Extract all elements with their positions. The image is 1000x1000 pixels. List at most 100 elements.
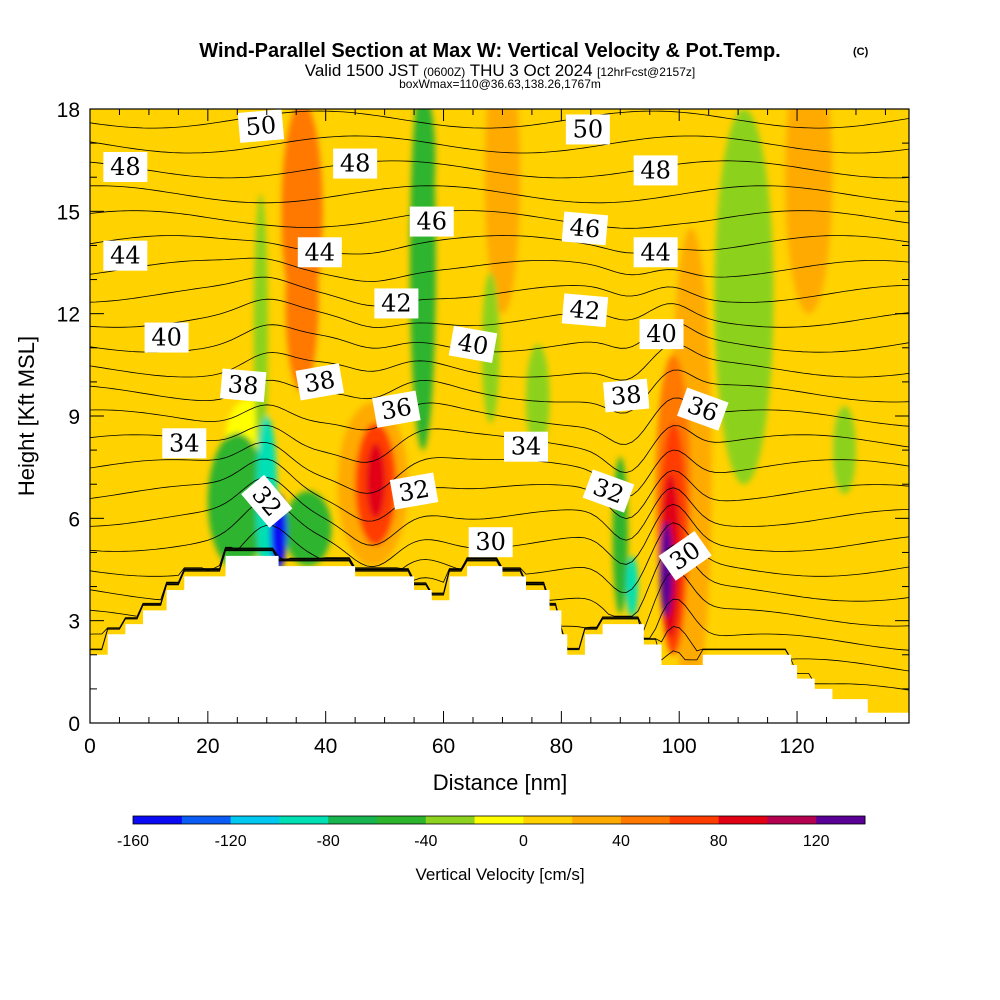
contour-label-text: 36 <box>379 393 414 426</box>
contour-label: 44 <box>103 240 148 271</box>
terrain-mask <box>90 555 909 723</box>
colorbar-swatch <box>523 816 573 824</box>
chart-title: Wind-Parallel Section at Max W: Vertical… <box>199 40 780 62</box>
colorbar-swatch <box>133 816 183 824</box>
y-tick-label: 0 <box>68 713 80 736</box>
updraft-cell <box>281 109 323 321</box>
isentrope-line <box>90 424 909 474</box>
contour-label: 32 <box>389 472 439 510</box>
contour-label-box <box>448 325 498 363</box>
downdraft-cell <box>416 109 436 222</box>
contour-label-text: 34 <box>169 429 200 457</box>
isentrope-line <box>90 321 909 353</box>
contour-label-box <box>504 431 549 462</box>
isentrope-line <box>90 458 909 522</box>
contour-label-text: 44 <box>110 242 141 270</box>
isentrope-line <box>90 276 909 307</box>
contour-label-text: 40 <box>646 320 677 348</box>
colorbar-swatch <box>328 816 378 824</box>
contour-label-box <box>162 428 207 459</box>
colorbar-swatch <box>279 816 329 824</box>
contour-label-box <box>372 390 421 428</box>
colorbar-tick-label: -80 <box>317 833 340 850</box>
x-axis: 0 20 40 60 80 100 120 <box>84 109 886 758</box>
contour-label-text: 46 <box>568 213 601 244</box>
isentrope-line <box>90 476 909 546</box>
contour-label-text: 38 <box>227 370 260 401</box>
isentrope-line <box>90 397 909 445</box>
y-tick-label: 18 <box>57 99 80 122</box>
contour-label-text: 44 <box>305 238 336 266</box>
isentrope-line <box>90 235 909 255</box>
contour-label-text: 34 <box>511 433 542 461</box>
contour-label: 46 <box>561 211 609 246</box>
x-tick-label: 100 <box>662 735 697 758</box>
downdraft-cell <box>832 405 856 495</box>
contour-label-box <box>658 530 712 581</box>
contour-label: 42 <box>374 288 419 319</box>
downdraft-cell <box>207 433 267 570</box>
contour-label-box <box>565 114 610 145</box>
colorbar-swatch <box>816 816 866 824</box>
downdraft-cell <box>714 109 774 485</box>
x-tick-label: 60 <box>432 735 455 758</box>
x-tick-label: 40 <box>314 735 337 758</box>
colorbar-border <box>132 815 866 825</box>
contour-label-box <box>561 211 609 246</box>
contour-label: 38 <box>295 363 345 401</box>
updraft-cell <box>90 109 149 553</box>
contour-label-box <box>219 368 267 403</box>
y-tick-label: 3 <box>68 611 80 634</box>
contour-label-box <box>602 378 650 413</box>
contour-label-box <box>676 387 729 431</box>
contour-label-box <box>374 288 419 319</box>
isentrope-line <box>90 298 909 328</box>
updraft-cell <box>797 313 845 587</box>
contour-label: 40 <box>639 319 684 350</box>
y-tick-label: 15 <box>57 201 80 224</box>
contour-label-text: 32 <box>397 475 432 508</box>
updraft-cell <box>366 443 386 519</box>
colorbar-swatch <box>181 816 232 824</box>
contour-label-text: 50 <box>573 115 604 143</box>
y-tick-label: 12 <box>57 304 80 327</box>
colorbar-swatch <box>377 816 427 824</box>
colorbar-swatch <box>572 816 622 824</box>
updraft-cell <box>785 109 833 314</box>
contour-label: 50 <box>237 109 285 143</box>
contour-label-text: 40 <box>151 324 182 352</box>
colorbar-swatch <box>230 816 280 824</box>
contour-label-text: 42 <box>568 295 601 326</box>
x-axis-title: Distance [nm] <box>433 770 568 795</box>
contour-label: 44 <box>297 237 342 268</box>
contour-label: 34 <box>162 428 207 459</box>
colorbar-tick-label: 0 <box>519 833 528 850</box>
isentrope-line <box>90 185 909 204</box>
contour-label-box <box>333 148 378 179</box>
colorbar-swatch <box>718 816 768 824</box>
y-tick-label: 6 <box>68 508 80 531</box>
y-tick-label: 9 <box>68 406 80 429</box>
contour-label-box <box>297 237 342 268</box>
contour-label: 30 <box>468 527 513 558</box>
contour-label-text: 40 <box>456 328 491 361</box>
chart-subtitle: Valid 1500 JST (0600Z) THU 3 Oct 2024 [1… <box>305 61 695 80</box>
contour-label: 48 <box>333 148 378 179</box>
isentrope-line <box>90 522 909 594</box>
contour-label-text: 48 <box>110 153 141 181</box>
colorbar-tick-label: 40 <box>612 833 630 850</box>
contour-label-box <box>468 527 513 558</box>
contour-label-text: 46 <box>416 208 447 236</box>
contour-label-text: 44 <box>640 238 671 266</box>
contour-label: 40 <box>448 325 498 363</box>
contour-label: 38 <box>219 368 267 403</box>
updraft-cell <box>659 521 673 618</box>
colorbar-tick-label: -120 <box>215 833 247 850</box>
x-tick-label: 20 <box>196 735 219 758</box>
contour-label-box <box>639 319 684 350</box>
contour-label-text: 42 <box>381 289 412 317</box>
x-tick-label: 0 <box>84 735 96 758</box>
isentrope-line <box>90 110 909 129</box>
contour-label: 38 <box>602 378 650 413</box>
